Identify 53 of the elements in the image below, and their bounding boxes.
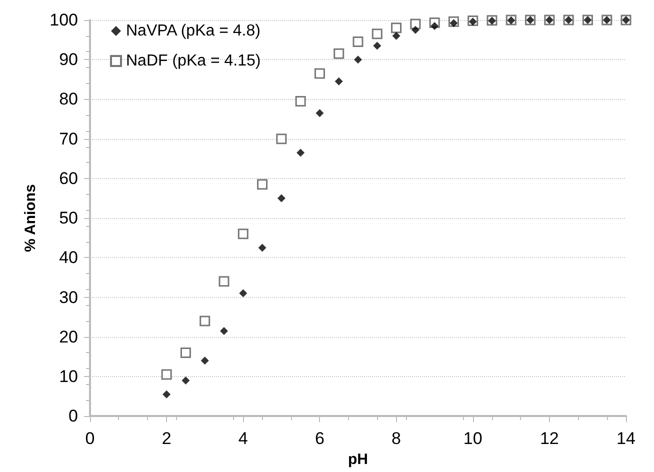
point <box>276 134 287 144</box>
x-tick-label: 6 <box>314 429 324 448</box>
point <box>450 19 458 28</box>
point <box>258 244 266 252</box>
point <box>200 316 210 326</box>
y-tick-label: 100 <box>50 10 78 30</box>
point <box>372 28 382 40</box>
x-tick-label: 0 <box>85 429 95 448</box>
x-tick-label: 10 <box>463 429 482 448</box>
point <box>410 18 421 30</box>
legend-label: NaDF (pKa = 4.15) <box>126 52 261 70</box>
y-tick-label: 30 <box>59 288 78 307</box>
point <box>314 68 325 79</box>
point <box>220 326 228 335</box>
point <box>411 26 420 34</box>
x-tick-label: 12 <box>540 429 559 448</box>
point <box>316 109 324 118</box>
x-axis-title: pH <box>348 451 368 468</box>
y-tick-label: 90 <box>59 50 78 70</box>
y-tick-label: 80 <box>59 90 78 109</box>
point <box>218 276 230 287</box>
point <box>277 194 286 202</box>
point <box>161 369 172 380</box>
point <box>295 96 306 106</box>
x-tick-label: 4 <box>238 429 248 448</box>
point <box>373 42 382 50</box>
point <box>430 22 439 30</box>
point <box>182 376 190 384</box>
legend-label: NaVPA (pKa = 4.8) <box>126 22 260 40</box>
y-tick-label: 10 <box>59 366 78 386</box>
point <box>238 228 248 240</box>
x-tick-label: 8 <box>392 429 402 448</box>
point <box>239 289 248 298</box>
y-tick-label: 40 <box>59 248 78 268</box>
y-tick-label: 50 <box>59 208 78 228</box>
point <box>162 390 171 398</box>
y-tick-label: 60 <box>59 168 78 188</box>
point <box>352 36 364 48</box>
point <box>257 179 268 190</box>
y-axis-title: % Anions <box>22 184 39 252</box>
x-tick-label: 14 <box>616 429 636 448</box>
point <box>334 48 344 59</box>
point <box>180 347 191 358</box>
point <box>391 22 402 34</box>
y-tick-label: 20 <box>59 327 78 346</box>
y-tick-label: 70 <box>59 129 78 148</box>
x-tick-label: 2 <box>162 429 172 448</box>
point <box>354 56 362 64</box>
point <box>392 32 400 40</box>
point <box>334 77 343 86</box>
point <box>200 356 209 365</box>
y-tick-label: 0 <box>68 406 78 426</box>
point <box>296 148 305 157</box>
